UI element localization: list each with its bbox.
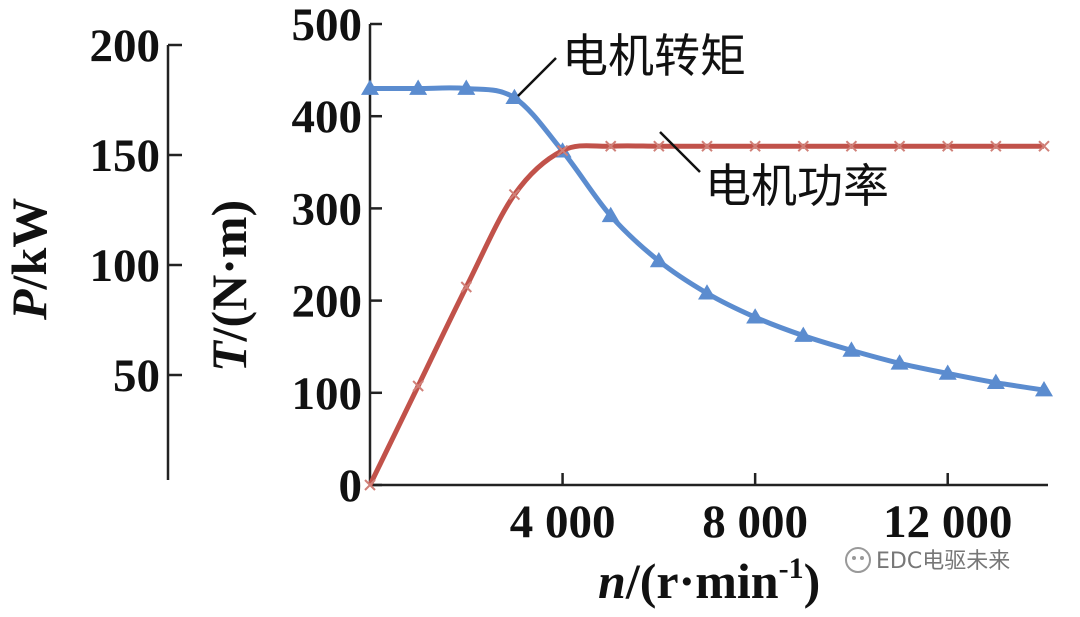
torque-axis-label-unit: /(N·m) xyxy=(201,200,257,343)
watermark-text: EDC电驱未来 xyxy=(876,549,1010,574)
power-annotation-leader xyxy=(659,131,701,173)
power-axis-label-unit: /kW xyxy=(1,198,57,291)
data-point xyxy=(364,479,376,491)
data-point xyxy=(749,140,761,152)
torque-tick-label: 300 xyxy=(292,183,363,235)
data-point xyxy=(505,88,524,105)
data-point xyxy=(1038,140,1050,152)
torque-annotation: 电机转矩 xyxy=(517,29,746,97)
power-tick-label: 50 xyxy=(113,350,160,402)
data-point xyxy=(361,79,379,95)
torque-tick-label: 0 xyxy=(339,460,363,512)
power-annotation: 电机功率 xyxy=(659,131,889,213)
power-axis-label: P/kW xyxy=(1,198,57,321)
power-tick-label: 150 xyxy=(90,130,161,182)
data-point xyxy=(605,140,617,152)
x-axis-ticks: 4 000 8 000 12 000 xyxy=(510,473,1012,548)
torque-annotation-leader xyxy=(517,57,557,97)
data-point xyxy=(460,281,472,293)
power-annotation-label: 电机功率 xyxy=(705,159,889,213)
power-axis: 50 100 150 200 P/kW xyxy=(1,20,182,480)
data-point xyxy=(653,140,665,152)
x-tick-label: 4 000 xyxy=(510,496,616,548)
torque-axis-label-var: T xyxy=(201,339,257,372)
data-point xyxy=(698,284,716,300)
watermark: EDC电驱未来 xyxy=(845,547,1010,574)
x-axis: 4 000 8 000 12 000 n/(r·min-1) xyxy=(370,473,1048,609)
data-point xyxy=(890,354,909,370)
data-point xyxy=(986,373,1005,389)
data-point xyxy=(746,308,765,324)
series-layer xyxy=(361,79,1053,491)
torque-axis-label: T/(N·m) xyxy=(201,200,257,372)
data-point xyxy=(457,79,476,95)
power-axis-ticks: 50 100 150 200 xyxy=(90,20,182,402)
x-axis-label-exp: -1 xyxy=(779,552,804,585)
torque-tick-label: 200 xyxy=(292,276,363,328)
data-point xyxy=(601,206,620,223)
x-axis-label-unit: /(r·min xyxy=(625,553,779,609)
data-point xyxy=(845,140,858,152)
power-tick-label: 100 xyxy=(90,240,161,292)
torque-axis: 0 100 200 300 400 500 T/(N·m) xyxy=(201,0,382,512)
series-power xyxy=(364,140,1050,491)
data-point xyxy=(797,140,809,152)
data-point xyxy=(508,188,521,201)
data-point xyxy=(649,251,668,268)
torque-axis-ticks: 0 100 200 300 400 500 xyxy=(292,0,382,512)
x-tick-label: 8 000 xyxy=(702,496,808,548)
data-point xyxy=(893,140,906,152)
data-point xyxy=(556,144,569,157)
data-point xyxy=(942,140,954,152)
power-axis-label-var: P xyxy=(1,289,57,321)
torque-tick-label: 100 xyxy=(292,368,363,420)
data-point xyxy=(990,140,1002,152)
power-tick-label: 200 xyxy=(90,20,161,72)
torque-annotation-label: 电机转矩 xyxy=(562,29,746,83)
x-tick-label: 12 000 xyxy=(883,496,1012,548)
x-axis-label-var: n xyxy=(598,553,626,609)
torque-tick-label: 400 xyxy=(292,91,363,143)
data-point xyxy=(701,140,713,152)
x-axis-label: n/(r·min-1) xyxy=(598,552,820,609)
data-point xyxy=(794,326,813,342)
series-torque xyxy=(361,79,1053,397)
series-line xyxy=(369,85,1045,393)
x-axis-label-close: ) xyxy=(804,553,821,609)
data-point xyxy=(412,380,424,392)
data-point xyxy=(409,79,428,95)
data-point xyxy=(1035,381,1053,397)
data-point xyxy=(842,341,861,357)
data-point xyxy=(938,364,957,380)
torque-tick-label: 500 xyxy=(292,0,363,51)
wechat-icon xyxy=(845,547,871,573)
